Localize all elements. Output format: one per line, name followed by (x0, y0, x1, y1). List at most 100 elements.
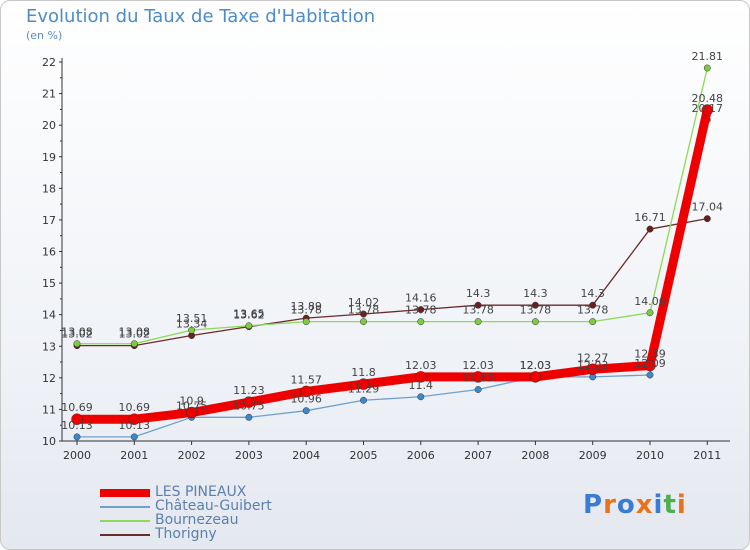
data-point (300, 385, 312, 398)
x-tick-label: 2002 (178, 449, 206, 462)
data-label: 13.78 (290, 304, 322, 317)
logo-letter: x (635, 490, 654, 520)
legend-swatch-chateau-guibert (100, 506, 150, 508)
data-point (472, 371, 484, 383)
data-label: 12.03 (520, 359, 552, 372)
logo-letter: P (583, 490, 604, 520)
data-label: 13.02 (61, 328, 93, 341)
legend-item-bournezeau: Bournezeau (100, 512, 360, 528)
y-tick-label: 15 (42, 277, 56, 290)
data-point (130, 433, 138, 441)
data-label: 13.78 (520, 304, 552, 317)
data-point (646, 309, 654, 317)
series-line-1 (76, 119, 708, 438)
data-label: 12.39 (634, 348, 666, 361)
data-point (646, 371, 654, 379)
data-point (589, 301, 597, 309)
data-point (703, 215, 711, 223)
data-label: 17.04 (692, 201, 724, 214)
y-tick-label: 16 (42, 246, 56, 259)
x-tick-label: 2003 (235, 449, 263, 462)
data-label: 20.48 (692, 92, 724, 105)
data-point (245, 413, 253, 421)
data-label: 14.3 (580, 287, 605, 300)
data-label: 13.65 (233, 308, 265, 321)
legend-label-les-pineaux: LES PINEAUX (155, 484, 247, 500)
y-tick-label: 22 (42, 56, 56, 69)
legend-label-chateau-guibert: Château-Guibert (155, 498, 272, 514)
logo-letter: i (676, 490, 687, 520)
data-point (128, 413, 141, 425)
data-label: 11.29 (348, 382, 380, 395)
y-tick-label: 17 (42, 214, 56, 227)
series-line-2 (76, 67, 708, 345)
data-label: 16.71 (634, 211, 666, 224)
chart-subtitle: (en %) (26, 29, 63, 42)
data-label: 13.34 (176, 318, 208, 331)
y-tick-label: 20 (42, 119, 56, 132)
logo-letter: o (616, 490, 636, 520)
logo-letter: i (653, 490, 664, 520)
data-label: 12.09 (634, 357, 666, 370)
data-point (302, 407, 310, 415)
data-point (243, 396, 255, 408)
data-label: 10.75 (233, 399, 265, 412)
data-point (586, 363, 599, 376)
y-tick-label: 14 (42, 309, 56, 322)
data-label: 10.69 (61, 401, 93, 414)
data-label: 10.13 (119, 419, 151, 432)
x-tick-label: 2006 (407, 449, 435, 462)
y-tick-label: 11 (42, 403, 56, 416)
x-tick-label: 2011 (693, 449, 721, 462)
data-point (73, 433, 81, 441)
data-point (417, 306, 425, 314)
data-label: 13.78 (348, 304, 380, 317)
data-point (701, 104, 714, 116)
data-label: 10.13 (61, 419, 93, 432)
legend-swatch-thorigny (100, 534, 150, 536)
series-line-3 (76, 218, 708, 347)
data-label: 12.03 (520, 359, 552, 372)
x-tick-label: 2001 (120, 449, 148, 462)
data-point (417, 318, 425, 326)
data-point (474, 318, 482, 326)
data-point (531, 301, 539, 309)
data-point (531, 318, 539, 326)
legend-label-bournezeau: Bournezeau (155, 512, 239, 528)
data-label: 11.23 (233, 384, 265, 397)
data-label: 12.03 (577, 359, 609, 372)
data-label: 13.51 (176, 312, 208, 325)
data-label: 11.8 (351, 366, 376, 379)
data-label: 11.63 (462, 372, 494, 385)
data-point (474, 386, 482, 393)
data-label: 10.75 (176, 399, 208, 412)
legend-item-chateau-guibert: Château-Guibert (100, 498, 360, 514)
y-tick-label: 18 (42, 182, 56, 195)
data-point (646, 225, 654, 233)
data-label: 13.08 (61, 326, 93, 339)
data-label: 10.9 (179, 395, 204, 408)
data-label: 14.02 (348, 296, 380, 309)
data-label: 14.3 (523, 287, 548, 300)
logo-letter: t (663, 490, 677, 520)
data-point (417, 393, 425, 401)
legend-swatch-bournezeau (100, 520, 150, 522)
data-label: 13.02 (119, 328, 151, 341)
data-point (302, 318, 310, 326)
data-label: 13.62 (233, 309, 265, 322)
y-tick-label: 21 (42, 88, 56, 101)
x-tick-label: 2004 (292, 449, 320, 462)
legend-label-thorigny: Thorigny (155, 526, 217, 542)
series-line-0 (72, 105, 712, 424)
data-point (71, 413, 83, 425)
data-label: 14.06 (634, 295, 666, 308)
data-point (360, 318, 367, 326)
chart-title: Evolution du Taux de Taxe d'Habitation (26, 6, 376, 27)
data-label: 12.27 (577, 351, 609, 364)
data-label: 20.17 (692, 102, 724, 115)
data-label: 21.81 (692, 50, 724, 63)
data-label: 12.03 (462, 359, 494, 372)
x-tick-label: 2007 (464, 449, 492, 462)
